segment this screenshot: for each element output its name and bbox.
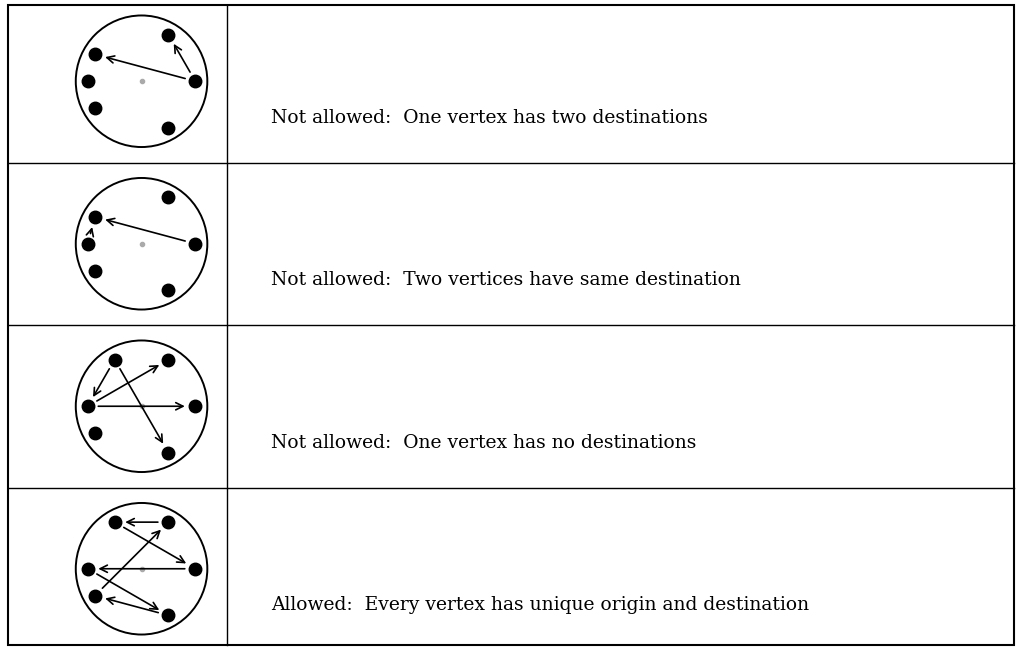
Text: Allowed:  Every vertex has unique origin and destination: Allowed: Every vertex has unique origin … [271,596,809,614]
Text: Not allowed:  One vertex has two destinations: Not allowed: One vertex has two destinat… [271,109,708,127]
Text: Not allowed:  One vertex has no destinations: Not allowed: One vertex has no destinati… [271,434,696,452]
Text: Not allowed:  Two vertices have same destination: Not allowed: Two vertices have same dest… [271,271,741,289]
